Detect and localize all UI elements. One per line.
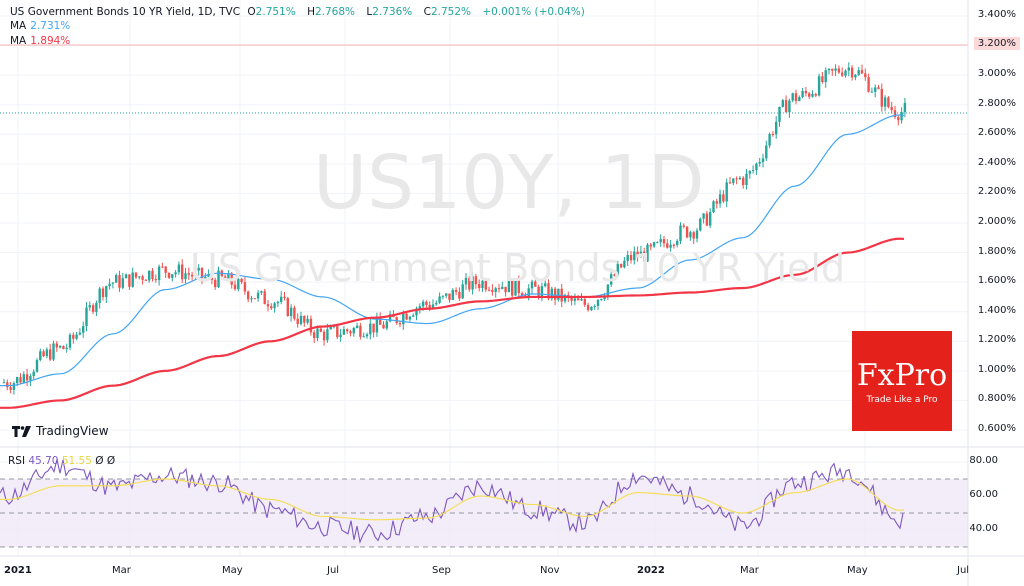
price-axis-label: 0.800%: [977, 393, 1016, 405]
time-axis-label: Jul: [327, 565, 340, 576]
price-axis-label: 2.600%: [977, 127, 1016, 139]
fxpro-logo: FxPro Trade Like a Pro: [852, 331, 952, 431]
rsi-axis-label: 40.00: [969, 523, 998, 534]
rsi-extra-1: Ø: [95, 455, 104, 467]
price-axis-label: 1.800%: [977, 245, 1016, 257]
price-axis-label: 1.000%: [977, 363, 1016, 375]
fxpro-tagline: Trade Like a Pro: [866, 395, 938, 405]
rsi-axis-label: 60.00: [969, 489, 998, 500]
rsi-ma-value: 51.55: [61, 455, 92, 467]
time-axis-label: Sep: [432, 565, 451, 576]
price-axis-label: 2.400%: [977, 156, 1016, 168]
time-axis-label: 2021: [4, 565, 32, 576]
rsi-value: 45.70: [28, 455, 59, 467]
time-axis-label: Mar: [112, 565, 131, 576]
time-axis-label: May: [847, 565, 868, 576]
close-value: 2.752%: [430, 6, 471, 18]
open-value: 2.751%: [255, 6, 296, 18]
price-axis-label: 2.000%: [977, 216, 1016, 227]
price-candles: [2, 62, 907, 395]
time-axis-label: Jul: [957, 565, 970, 576]
rsi-legend[interactable]: RSI 45.70 51.55 Ø Ø: [8, 455, 115, 467]
time-axis-label: May: [222, 565, 243, 576]
high-value: 2.768%: [314, 6, 356, 18]
price-axis-label: 2.800%: [977, 97, 1016, 109]
ma-slow-value: 1.894%: [30, 35, 71, 47]
price-axis-label: 1.400%: [977, 304, 1016, 316]
ma-slow-label: MA: [10, 35, 27, 47]
price-axis-label: 1.600%: [977, 275, 1016, 287]
symbol-title: US Government Bonds 10 YR Yield, 1D, TVC: [10, 6, 241, 18]
open-label: O: [247, 6, 256, 18]
moving-averages: [0, 114, 905, 409]
rsi-band: [0, 478, 968, 548]
high-price-tag: 3.200%: [973, 37, 1020, 50]
time-axis-label: Mar: [740, 565, 759, 576]
tradingview-icon: [12, 425, 31, 437]
ma-fast-label: MA: [10, 20, 27, 32]
low-value: 2.736%: [372, 6, 413, 18]
rsi-label: RSI: [8, 455, 26, 467]
time-axis-label: Nov: [540, 565, 560, 576]
fxpro-brand: FxPro: [856, 358, 948, 393]
ma-fast-value: 2.731%: [30, 20, 71, 32]
price-axis-label: 3.000%: [977, 68, 1016, 80]
price-axis-label: 3.400%: [977, 9, 1016, 20]
symbol-legend: US Government Bonds 10 YR Yield, 1D, TVC…: [10, 6, 589, 18]
rsi-lines: [0, 459, 905, 544]
price-axis-label: 0.600%: [977, 423, 1016, 434]
high-label: H: [307, 6, 315, 18]
ma-slow-legend[interactable]: MA 1.894%: [10, 35, 74, 47]
rsi-axis-label: 80.00: [969, 455, 998, 466]
time-axis-label: 2022: [637, 565, 665, 576]
price-axis-label: 1.200%: [977, 334, 1016, 346]
tradingview-label: TradingView: [36, 424, 109, 438]
close-label: C: [423, 6, 431, 18]
ma-fast-legend[interactable]: MA 2.731%: [10, 20, 74, 32]
change-value: +0.001% (+0.04%): [482, 6, 585, 18]
rsi-extra-2: Ø: [106, 455, 116, 467]
price-axis-label: 2.200%: [977, 186, 1016, 198]
low-label: L: [366, 6, 373, 18]
tradingview-logo[interactable]: TradingView: [12, 424, 109, 438]
